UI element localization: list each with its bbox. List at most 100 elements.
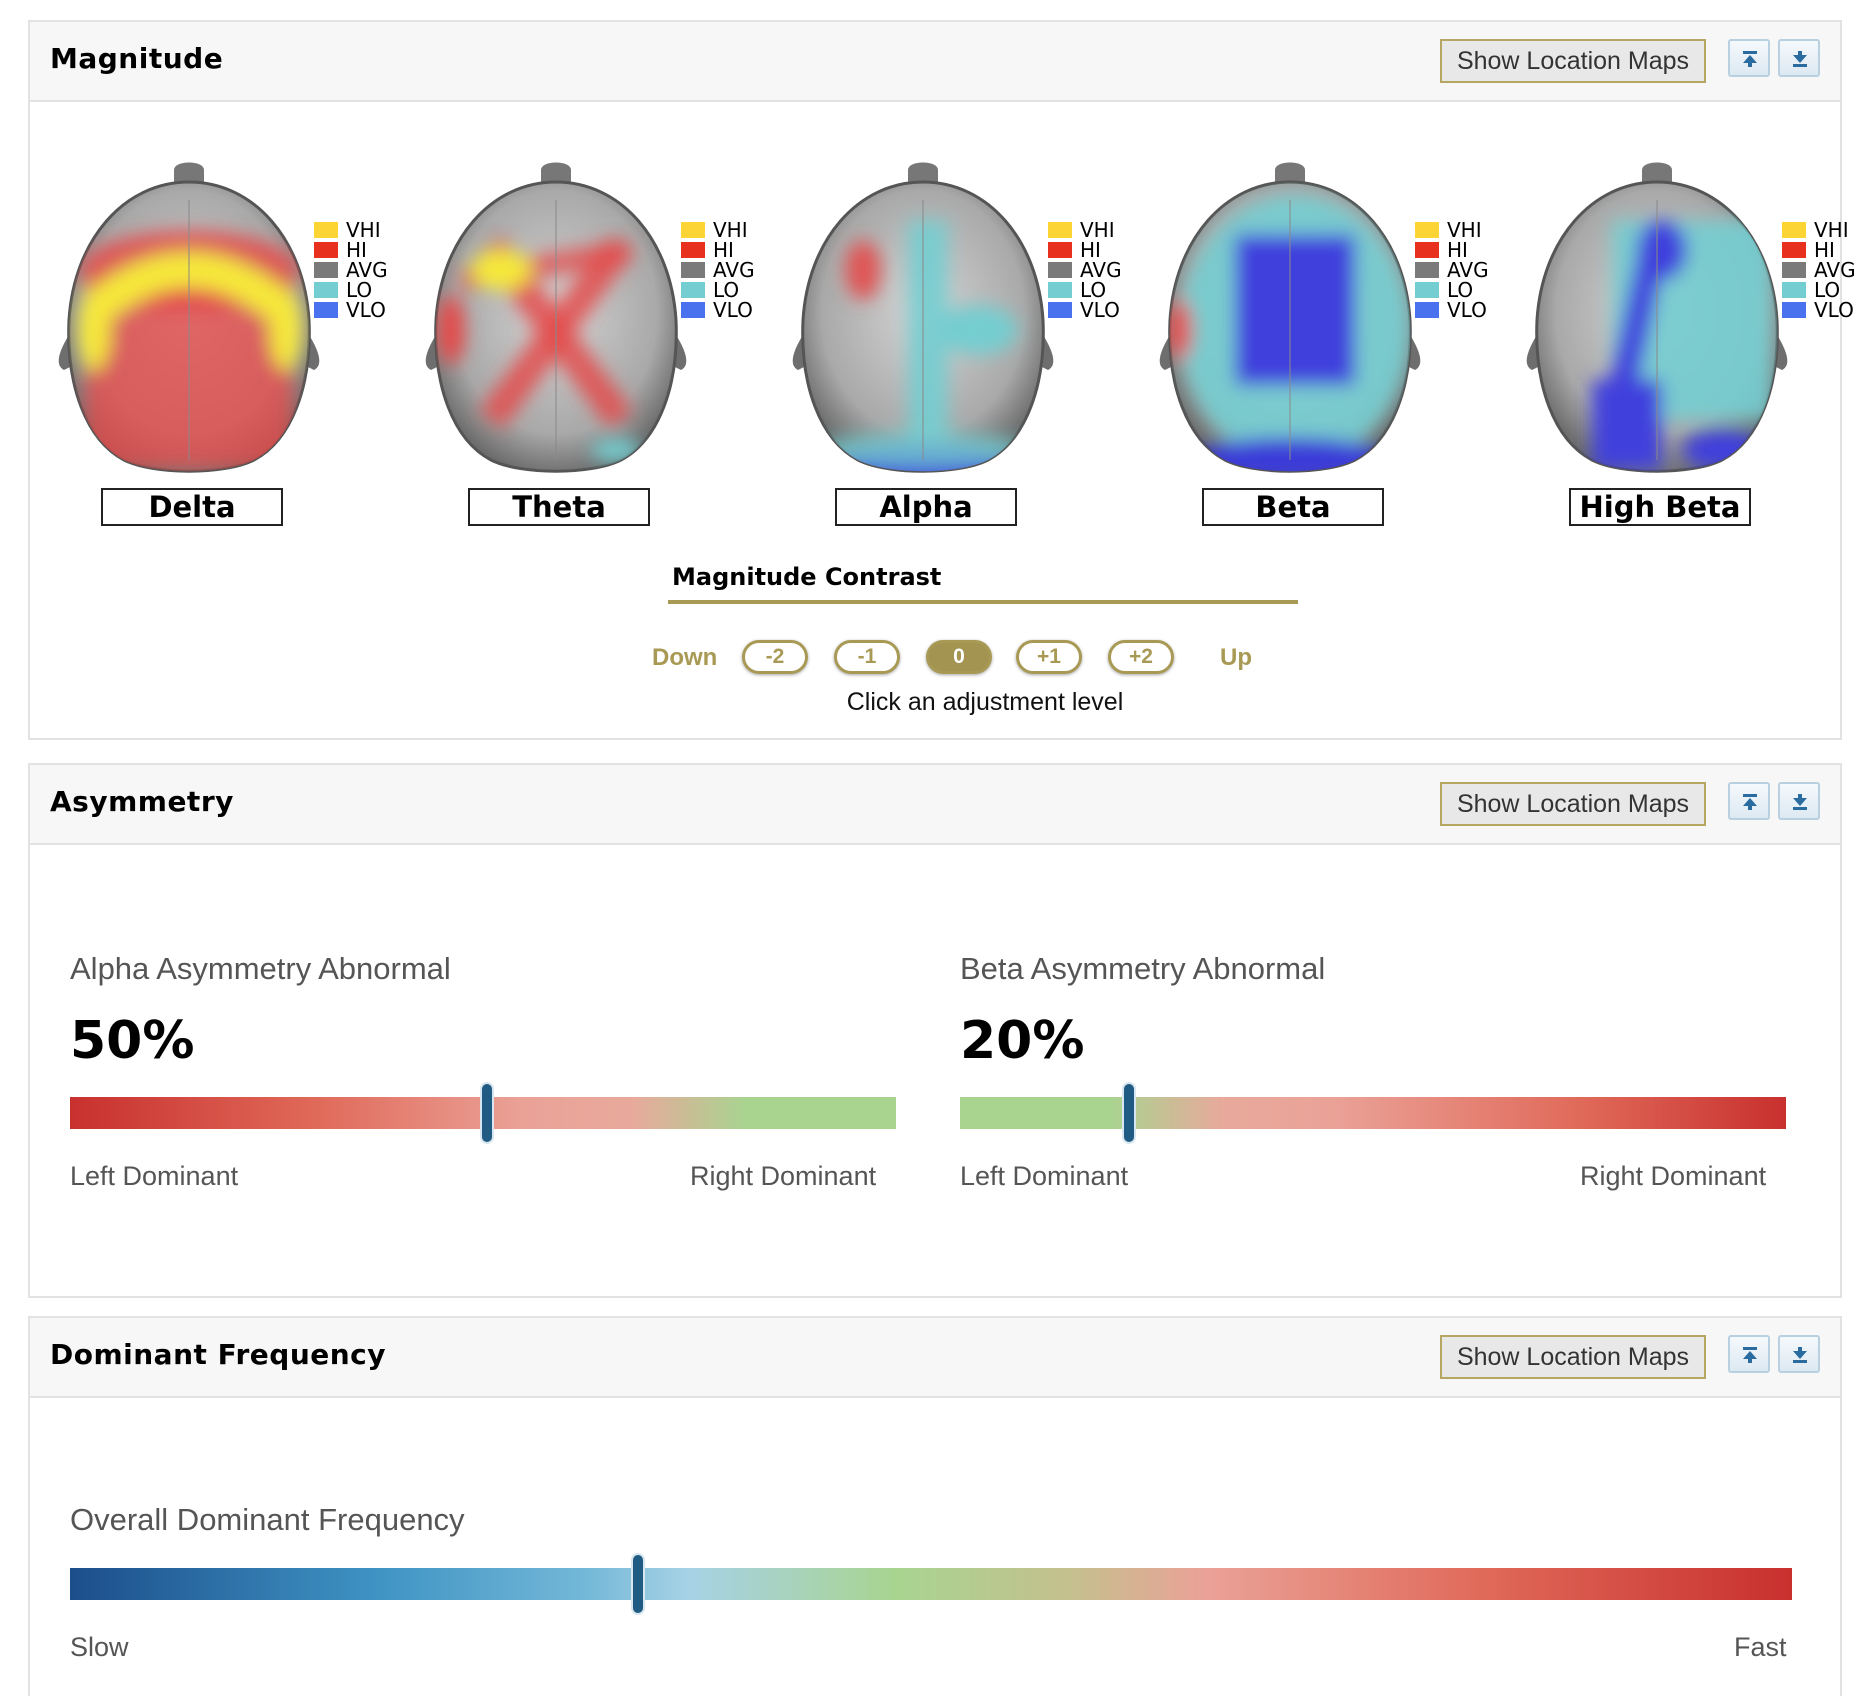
brain-map-alpha[interactable]: VHI HI AVG LO VLO Alpha [778, 160, 1122, 530]
collapse-up-button[interactable] [1728, 1335, 1770, 1373]
vlo-swatch [681, 302, 705, 318]
contrast-up-label: Up [1220, 644, 1252, 671]
legend-label: VLO [1814, 298, 1854, 322]
vlo-swatch [314, 302, 338, 318]
arrow-up-icon [1743, 1347, 1757, 1363]
legend-label: VLO [1080, 298, 1120, 322]
beta-asymmetry-marker[interactable] [1122, 1082, 1136, 1144]
brain-map-theta[interactable]: VHI HI AVG LO VLO Theta [411, 160, 755, 530]
right-dominant-label: Right Dominant [690, 1161, 877, 1191]
panel-title: Magnitude [50, 42, 224, 75]
legend-label: AVG [1080, 258, 1122, 282]
legend-label: VHI [713, 218, 748, 242]
lo-swatch [1048, 282, 1072, 298]
expand-down-button[interactable] [1778, 1335, 1820, 1373]
vhi-swatch [314, 222, 338, 238]
dominant-frequency-scale [70, 1568, 1792, 1600]
contrast-hint: Click an adjustment level [846, 688, 1124, 716]
lo-swatch [1415, 282, 1439, 298]
alpha-asymmetry-value: 50% [70, 1011, 195, 1071]
legend-label: VHI [1080, 218, 1115, 242]
left-dominant-label: Left Dominant [70, 1161, 239, 1191]
overall-dominant-frequency-title: Overall Dominant Frequency [70, 1502, 465, 1537]
beta-asymmetry-value: 20% [960, 1011, 1085, 1071]
vlo-swatch [1415, 302, 1439, 318]
slow-label: Slow [70, 1632, 129, 1662]
panel-title: Dominant Frequency [50, 1338, 387, 1371]
legend-label: VLO [346, 298, 386, 322]
legend-label: AVG [1814, 258, 1856, 282]
contrast-level-plus-2[interactable]: +2 [1108, 640, 1174, 674]
band-label-theta[interactable]: Theta [468, 488, 650, 526]
left-dominant-label: Left Dominant [960, 1161, 1129, 1191]
lo-swatch [681, 282, 705, 298]
vlo-swatch [1048, 302, 1072, 318]
contrast-level-plus-1[interactable]: +1 [1016, 640, 1082, 674]
expand-down-button[interactable] [1778, 39, 1820, 77]
brain-icon [58, 162, 320, 473]
legend-label: VLO [1447, 298, 1487, 322]
contrast-level-minus-2[interactable]: -2 [742, 640, 808, 674]
legend-label: VHI [1447, 218, 1482, 242]
band-label-alpha[interactable]: Alpha [835, 488, 1017, 526]
contrast-level-0[interactable]: 0 [926, 640, 992, 674]
asymmetry-panel: Asymmetry Show Location Maps Alpha Asymm… [28, 763, 1842, 1298]
beta-asymmetry-title: Beta Asymmetry Abnormal [960, 951, 1326, 986]
lo-swatch [314, 282, 338, 298]
brain-map-high-beta[interactable]: VHI HI AVG LO VLO High Beta [1512, 160, 1856, 530]
collapse-up-button[interactable] [1728, 39, 1770, 77]
brain-map-delta[interactable]: VHI HI AVG LO VLO Delta [44, 160, 388, 530]
hi-swatch [1782, 242, 1806, 258]
legend-label: LO [346, 278, 373, 302]
show-location-maps-button[interactable]: Show Location Maps [1440, 39, 1706, 83]
arrow-up-icon [1743, 794, 1757, 810]
avg-swatch [1048, 262, 1072, 278]
brain-icon [792, 162, 1054, 473]
legend-label: VHI [1814, 218, 1849, 242]
brain-map-beta[interactable]: VHI HI AVG LO VLO Beta [1145, 160, 1489, 530]
legend-label: LO [1080, 278, 1107, 302]
expand-down-button[interactable] [1778, 782, 1820, 820]
legend-label: LO [1814, 278, 1841, 302]
band-label-beta[interactable]: Beta [1202, 488, 1384, 526]
band-label-high-beta[interactable]: High Beta [1569, 488, 1751, 526]
legend-label: HI [1447, 238, 1468, 262]
right-dominant-label: Right Dominant [1580, 1161, 1767, 1191]
lo-swatch [1782, 282, 1806, 298]
legend-label: LO [1447, 278, 1474, 302]
vhi-swatch [1415, 222, 1439, 238]
contrast-down-label: Down [652, 644, 718, 671]
legend-label: AVG [1447, 258, 1489, 282]
contrast-level-minus-1[interactable]: -1 [834, 640, 900, 674]
dominant-frequency-marker[interactable] [631, 1553, 645, 1615]
avg-swatch [1415, 262, 1439, 278]
brain-icon [1159, 162, 1421, 473]
hi-swatch [1415, 242, 1439, 258]
avg-swatch [1782, 262, 1806, 278]
avg-swatch [681, 262, 705, 278]
show-location-maps-button[interactable]: Show Location Maps [1440, 782, 1706, 826]
asymmetry-header: Asymmetry Show Location Maps [30, 765, 1840, 845]
brain-icon [1526, 162, 1788, 473]
arrow-up-icon [1743, 51, 1757, 67]
legend-label: LO [713, 278, 740, 302]
alpha-asymmetry-marker[interactable] [480, 1082, 494, 1144]
legend-label: AVG [346, 258, 388, 282]
magnitude-panel: Magnitude Show Location Maps VHI [28, 20, 1856, 740]
magnitude-contrast-title: Magnitude Contrast [672, 563, 942, 591]
panel-title: Asymmetry [50, 785, 234, 818]
divider [668, 600, 1298, 604]
magnitude-header: Magnitude Show Location Maps [30, 22, 1840, 102]
hi-swatch [314, 242, 338, 258]
legend-label: VHI [346, 218, 381, 242]
show-location-maps-button[interactable]: Show Location Maps [1440, 1335, 1706, 1379]
alpha-asymmetry-title: Alpha Asymmetry Abnormal [70, 951, 451, 986]
vhi-swatch [1048, 222, 1072, 238]
avg-swatch [314, 262, 338, 278]
band-label-delta[interactable]: Delta [101, 488, 283, 526]
vhi-swatch [681, 222, 705, 238]
dominant-frequency-header: Dominant Frequency Show Location Maps [30, 1318, 1840, 1398]
hi-swatch [1048, 242, 1072, 258]
collapse-up-button[interactable] [1728, 782, 1770, 820]
legend-label: HI [346, 238, 367, 262]
